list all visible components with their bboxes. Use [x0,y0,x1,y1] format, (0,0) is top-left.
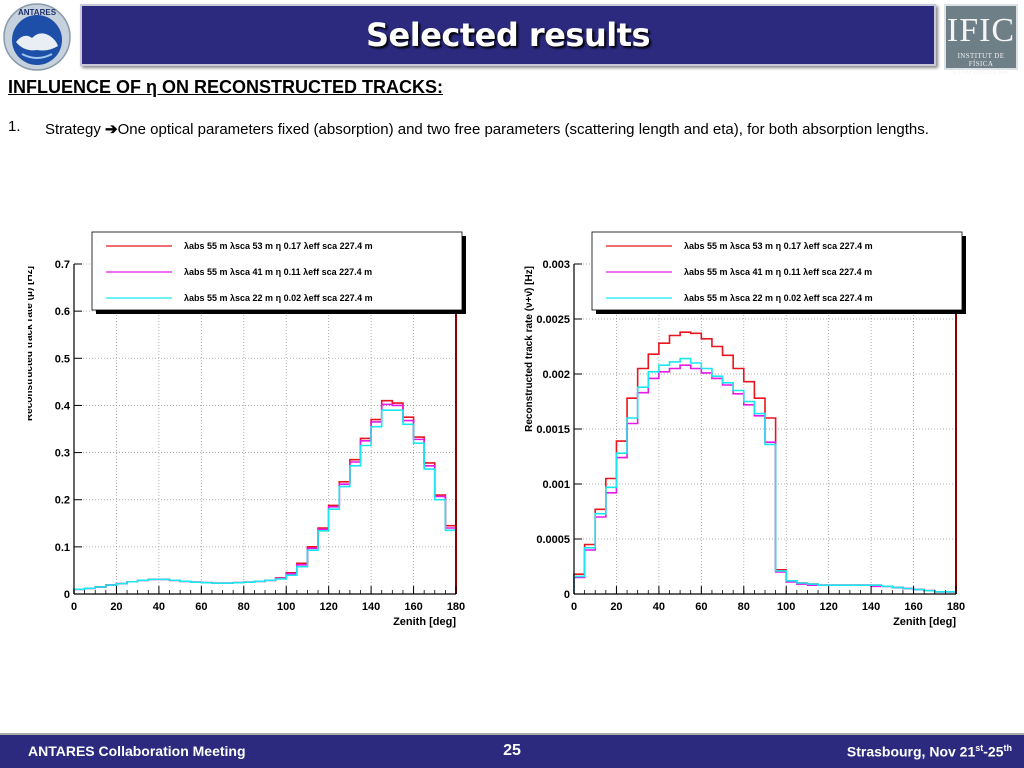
y-tick-label: 0.2 [55,495,70,507]
x-tick-label: 20 [110,601,122,613]
series-line-3 [73,409,456,594]
list-item-body: One optical parameters fixed (absorption… [117,121,929,138]
x-tick-label: 20 [610,601,622,613]
y-tick-label: 0.6 [55,306,70,318]
list-item-text: Strategy ➔One optical parameters fixed (… [45,118,1005,141]
arrow-icon: ➔ [105,121,118,138]
footer-date-sup2: th [1003,743,1013,753]
page-number: 25 [503,742,521,759]
x-tick-label: 40 [153,601,165,613]
x-tick-label: 0 [571,601,577,613]
plot-area [74,264,456,594]
x-tick-label: 60 [195,601,207,613]
legend [591,231,963,311]
x-tick-label: 100 [277,601,295,613]
y-tick-label: 0.7 [55,259,70,271]
x-axis-label: Zenith [deg] [893,616,956,628]
y-tick-label: 0.1 [55,542,70,554]
series-line-3 [573,357,956,594]
plot-neutrino-rate: 0 20 40 60 80 100 120 140 160 180 0 0.0005 0.001 0.00… [524,231,966,628]
legend-label-3: λabs 55 m λsca 22 m η 0.02 λeff sca 227.… [184,293,373,303]
x-tick-label: 120 [319,601,337,613]
footer-meeting-name: ANTARES Collaboration Meeting [28,743,246,759]
y-tick-label: 0.0025 [536,314,570,326]
y-tick-label: 0.4 [55,400,71,412]
x-tick-label: 160 [404,601,422,613]
y-tick-label: 0.002 [542,369,570,381]
footer-bar: ANTARES Collaboration Meeting 25 Strasbo… [0,733,1024,768]
list-item-number: 1. [8,118,21,135]
ific-logo: IFIC INSTITUT DE FÍSICA CORPUSCULAR [944,4,1018,76]
legend-label-2: λabs 55 m λsca 41 m η 0.11 λeff sca 227.… [684,267,872,277]
ific-logo-text: IFIC [946,12,1016,49]
footer-date-sup1: st [975,743,984,753]
y-tick-label: 0.5 [55,353,70,365]
x-tick-label: 100 [777,601,795,613]
footer-location-date: Strasbourg, Nov 21st-25th [847,743,1012,760]
plot-muon-rate: 0 20 40 60 80 100 120 140 160 180 0 0.1 0.2 0.3 0.4 0.5… [28,231,466,628]
x-tick-label: 40 [653,601,665,613]
x-tick-label: 120 [819,601,837,613]
y-tick-label: 0 [64,589,70,601]
y-axis-label: Reconstructed track rate (μ) [Hz] [28,266,35,421]
legend-label-1: λabs 55 m λsca 53 m η 0.17 λeff sca 227.… [684,241,873,251]
x-tick-label: 180 [947,601,965,613]
x-tick-label: 160 [904,601,922,613]
x-tick-label: 140 [862,601,880,613]
x-tick-label: 140 [362,601,380,613]
y-tick-label: 0.0005 [536,534,570,546]
footer-date-main: Strasbourg, Nov 21 [846,743,976,760]
x-tick-label: 60 [695,601,707,613]
y-axis-label: Reconstructed track rate (ν+ν̄) [Hz] [524,266,535,432]
antares-logo-text: ANTARES [18,8,57,17]
legend [91,231,463,311]
legend-label-1: λabs 55 m λsca 53 m η 0.17 λeff sca 227.… [184,241,373,251]
page-title: Selected results [365,16,651,54]
list-item-lead: Strategy [45,121,106,138]
x-tick-label: 80 [738,601,750,613]
legend-label-3: λabs 55 m λsca 22 m η 0.02 λeff sca 227.… [684,293,873,303]
footer-date-end: -25 [983,743,1004,760]
x-tick-label: 180 [447,601,465,613]
section-heading: INFLUENCE OF η ON RECONSTRUCTED TRACKS: [8,77,443,97]
y-tick-label: 0.3 [55,448,70,460]
x-tick-label: 80 [238,601,250,613]
x-tick-label: 0 [71,601,77,613]
y-tick-label: 0.0015 [536,424,570,436]
title-bar: Selected results [80,4,936,66]
x-axis-label: Zenith [deg] [393,616,456,628]
ific-logo-subtext: INSTITUT DE FÍSICA CORPUSCULAR [953,52,1009,76]
antares-logo: ANTARES [3,3,71,71]
y-tick-label: 0.003 [542,259,570,271]
y-tick-label: 0 [564,589,570,601]
y-tick-label: 0.001 [542,479,570,491]
legend-label-2: λabs 55 m λsca 41 m η 0.11 λeff sca 227.… [184,267,372,277]
